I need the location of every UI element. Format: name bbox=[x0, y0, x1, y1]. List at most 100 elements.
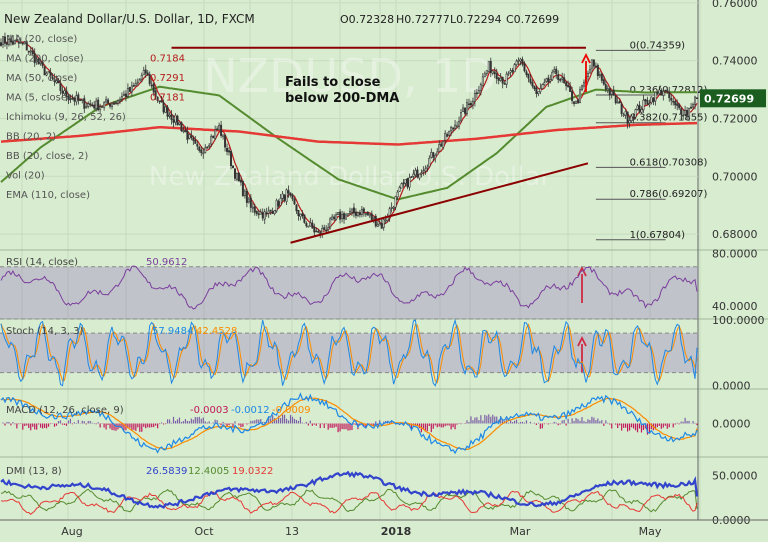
candle bbox=[25, 41, 28, 51]
chart-title: New Zealand Dollar/U.S. Dollar, 1D, FXCM bbox=[4, 12, 255, 26]
candle bbox=[493, 71, 496, 75]
candle bbox=[339, 211, 342, 220]
annotation-line-0: Fails to close bbox=[285, 75, 381, 90]
candle bbox=[612, 89, 615, 96]
candle bbox=[97, 99, 100, 111]
candle bbox=[55, 80, 58, 84]
fib-label-5: 1(0.67804) bbox=[630, 230, 686, 241]
candle bbox=[462, 107, 465, 112]
candle bbox=[138, 79, 141, 82]
candle bbox=[31, 50, 34, 54]
candle bbox=[460, 112, 463, 122]
candle bbox=[642, 99, 645, 111]
time-tick-2: 13 bbox=[285, 525, 299, 538]
candle bbox=[350, 208, 353, 213]
candle bbox=[103, 102, 106, 108]
candle bbox=[487, 61, 490, 72]
candle bbox=[263, 211, 266, 220]
candle bbox=[523, 63, 526, 72]
candle bbox=[124, 93, 127, 97]
macd-hist-value: -0.0003 bbox=[190, 405, 229, 416]
candle bbox=[176, 115, 179, 126]
candle bbox=[154, 90, 157, 97]
candle bbox=[77, 94, 80, 101]
candle bbox=[390, 207, 393, 209]
candle bbox=[354, 211, 357, 216]
candle bbox=[690, 106, 693, 109]
candle bbox=[214, 129, 217, 139]
macd-title: MACD (12, 26, close, 9) bbox=[6, 405, 124, 416]
candle bbox=[406, 178, 409, 188]
candle bbox=[678, 104, 681, 109]
annotation-line-1: below 200-DMA bbox=[285, 91, 399, 106]
rsi-value: 50.9612 bbox=[146, 257, 187, 268]
candle bbox=[384, 219, 387, 222]
candle bbox=[505, 73, 508, 85]
candle bbox=[174, 114, 177, 123]
stoch-d-value: 42.4528 bbox=[196, 326, 237, 337]
candle bbox=[614, 95, 617, 104]
candle bbox=[200, 149, 203, 154]
candle bbox=[454, 124, 457, 129]
candle bbox=[408, 177, 411, 188]
candle bbox=[469, 103, 472, 106]
candle bbox=[638, 104, 641, 112]
macd-tick-0: 0.0000 bbox=[712, 418, 751, 431]
candle bbox=[652, 97, 655, 103]
fib-label-4: 0.786(0.69207) bbox=[630, 189, 708, 200]
dmi-title: DMI (13, 8) bbox=[6, 466, 62, 477]
candle bbox=[206, 146, 209, 149]
indicator-value-3: 0.7181 bbox=[150, 93, 185, 104]
ohlc-0: O0.72328 bbox=[340, 13, 394, 26]
arrow-main-head bbox=[581, 52, 591, 64]
candle bbox=[485, 70, 488, 74]
candle bbox=[33, 53, 36, 64]
candle bbox=[61, 90, 64, 94]
candle bbox=[630, 115, 633, 122]
candle bbox=[182, 130, 185, 132]
candle bbox=[428, 158, 431, 167]
candle bbox=[13, 40, 16, 45]
candle bbox=[99, 106, 102, 110]
candle bbox=[220, 124, 223, 136]
indicator-label-3: MA (5, close) bbox=[6, 93, 71, 104]
candle bbox=[235, 173, 238, 180]
candle bbox=[134, 82, 137, 86]
candle bbox=[313, 226, 316, 233]
candle bbox=[571, 90, 574, 101]
time-tick-1: Oct bbox=[194, 525, 214, 538]
candle bbox=[420, 172, 423, 175]
candle bbox=[327, 227, 330, 230]
candle bbox=[426, 166, 429, 169]
candle bbox=[525, 71, 528, 75]
candle bbox=[53, 78, 56, 83]
candle bbox=[636, 105, 639, 110]
candle bbox=[275, 199, 278, 212]
candle bbox=[602, 79, 605, 85]
candle bbox=[569, 85, 572, 92]
candle bbox=[245, 190, 248, 203]
candle bbox=[565, 82, 568, 87]
candle bbox=[479, 84, 482, 91]
candle bbox=[257, 213, 260, 216]
indicator-label-0: MA (20, close) bbox=[6, 34, 77, 45]
candle bbox=[686, 109, 689, 116]
candle bbox=[404, 179, 407, 184]
candle bbox=[620, 103, 623, 115]
candle bbox=[116, 100, 119, 104]
candle bbox=[247, 198, 250, 203]
candle bbox=[83, 98, 86, 109]
candle bbox=[309, 222, 312, 227]
candle bbox=[27, 50, 30, 53]
candle bbox=[563, 77, 566, 84]
candle bbox=[418, 173, 421, 179]
ohlc-2: L0.72294 bbox=[450, 13, 502, 26]
candle bbox=[11, 40, 14, 45]
candle bbox=[477, 90, 480, 94]
candle bbox=[243, 190, 246, 196]
time-tick-5: May bbox=[639, 525, 662, 538]
candle bbox=[251, 206, 254, 209]
candle bbox=[628, 120, 631, 124]
